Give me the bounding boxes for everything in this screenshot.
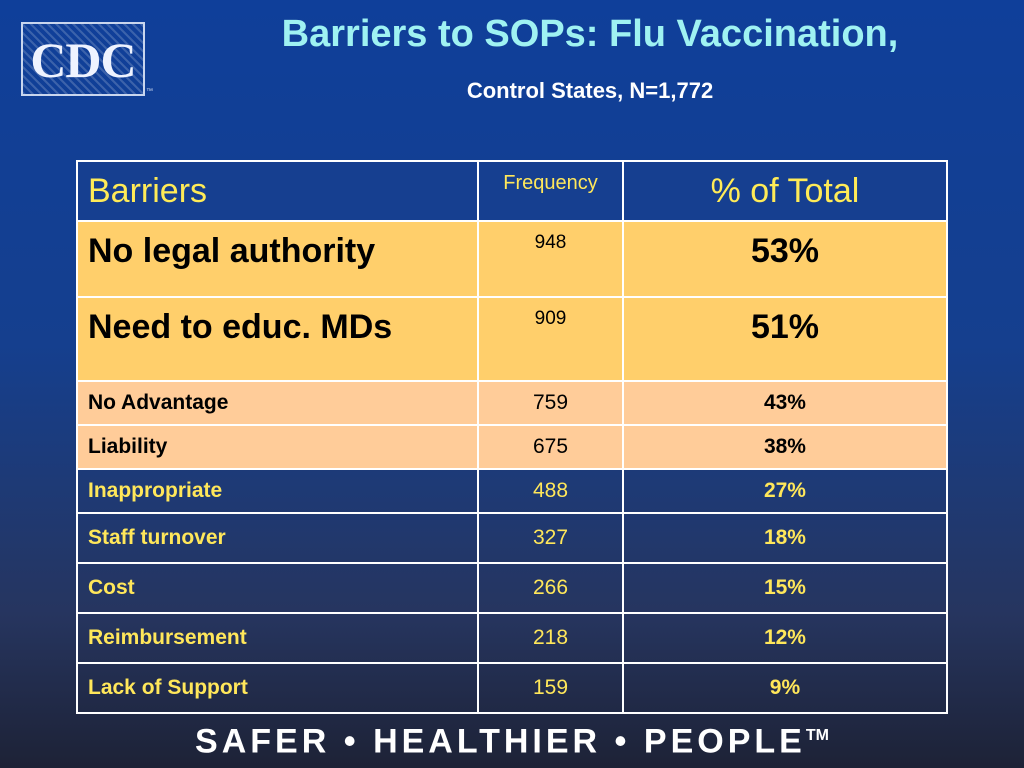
barrier-cell: Liability: [75, 424, 480, 470]
percent-cell: 53%: [621, 220, 949, 298]
percent-cell: 51%: [621, 296, 949, 382]
table-header-row: Barriers Frequency % of Total: [75, 160, 949, 222]
table-row: Inappropriate 488 27%: [75, 468, 949, 514]
header-percent: % of Total: [621, 160, 949, 222]
table-row: Staff turnover 327 18%: [75, 512, 949, 564]
percent-cell: 38%: [621, 424, 949, 470]
cdc-logo: CDC: [21, 22, 145, 96]
barrier-cell: No legal authority: [75, 220, 480, 298]
frequency-cell: 675: [477, 424, 624, 470]
barrier-cell: Staff turnover: [75, 512, 480, 564]
table-row: Liability 675 38%: [75, 424, 949, 470]
footer-trademark: TM: [805, 727, 829, 744]
barriers-table: Barriers Frequency % of Total No legal a…: [75, 160, 949, 714]
table-row: No legal authority 948 53%: [75, 220, 949, 298]
barrier-cell: Inappropriate: [75, 468, 480, 514]
slide-title: Barriers to SOPs: Flu Vaccination,: [281, 13, 899, 55]
barrier-cell: Lack of Support: [75, 662, 480, 714]
header-frequency: Frequency: [477, 160, 624, 222]
percent-cell: 9%: [621, 662, 949, 714]
frequency-cell: 327: [477, 512, 624, 564]
barrier-cell: Need to educ. MDs: [75, 296, 480, 382]
percent-cell: 43%: [621, 380, 949, 426]
frequency-cell: 759: [477, 380, 624, 426]
percent-cell: 27%: [621, 468, 949, 514]
percent-cell: 12%: [621, 612, 949, 664]
barrier-cell: Cost: [75, 562, 480, 614]
footer-tagline: SAFER • HEALTHIER • PEOPLETM: [0, 712, 1024, 765]
frequency-cell: 159: [477, 662, 624, 714]
footer-text: SAFER • HEALTHIER • PEOPLE: [195, 722, 806, 761]
barrier-cell: No Advantage: [75, 380, 480, 426]
frequency-cell: 218: [477, 612, 624, 664]
frequency-cell: 909: [477, 296, 624, 382]
table-row: No Advantage 759 43%: [75, 380, 949, 426]
table-row: Reimbursement 218 12%: [75, 612, 949, 664]
table-row: Need to educ. MDs 909 51%: [75, 296, 949, 382]
frequency-cell: 266: [477, 562, 624, 614]
barrier-cell: Reimbursement: [75, 612, 480, 664]
percent-cell: 18%: [621, 512, 949, 564]
cdc-logo-trademark: ™: [146, 88, 153, 95]
table-row: Lack of Support 159 9%: [75, 662, 949, 714]
header-barriers: Barriers: [75, 160, 480, 222]
table-row: Cost 266 15%: [75, 562, 949, 614]
slide-subtitle: Control States, N=1,772: [466, 78, 714, 103]
frequency-cell: 948: [477, 220, 624, 298]
percent-cell: 15%: [621, 562, 949, 614]
frequency-cell: 488: [477, 468, 624, 514]
cdc-logo-text: CDC: [30, 32, 136, 88]
